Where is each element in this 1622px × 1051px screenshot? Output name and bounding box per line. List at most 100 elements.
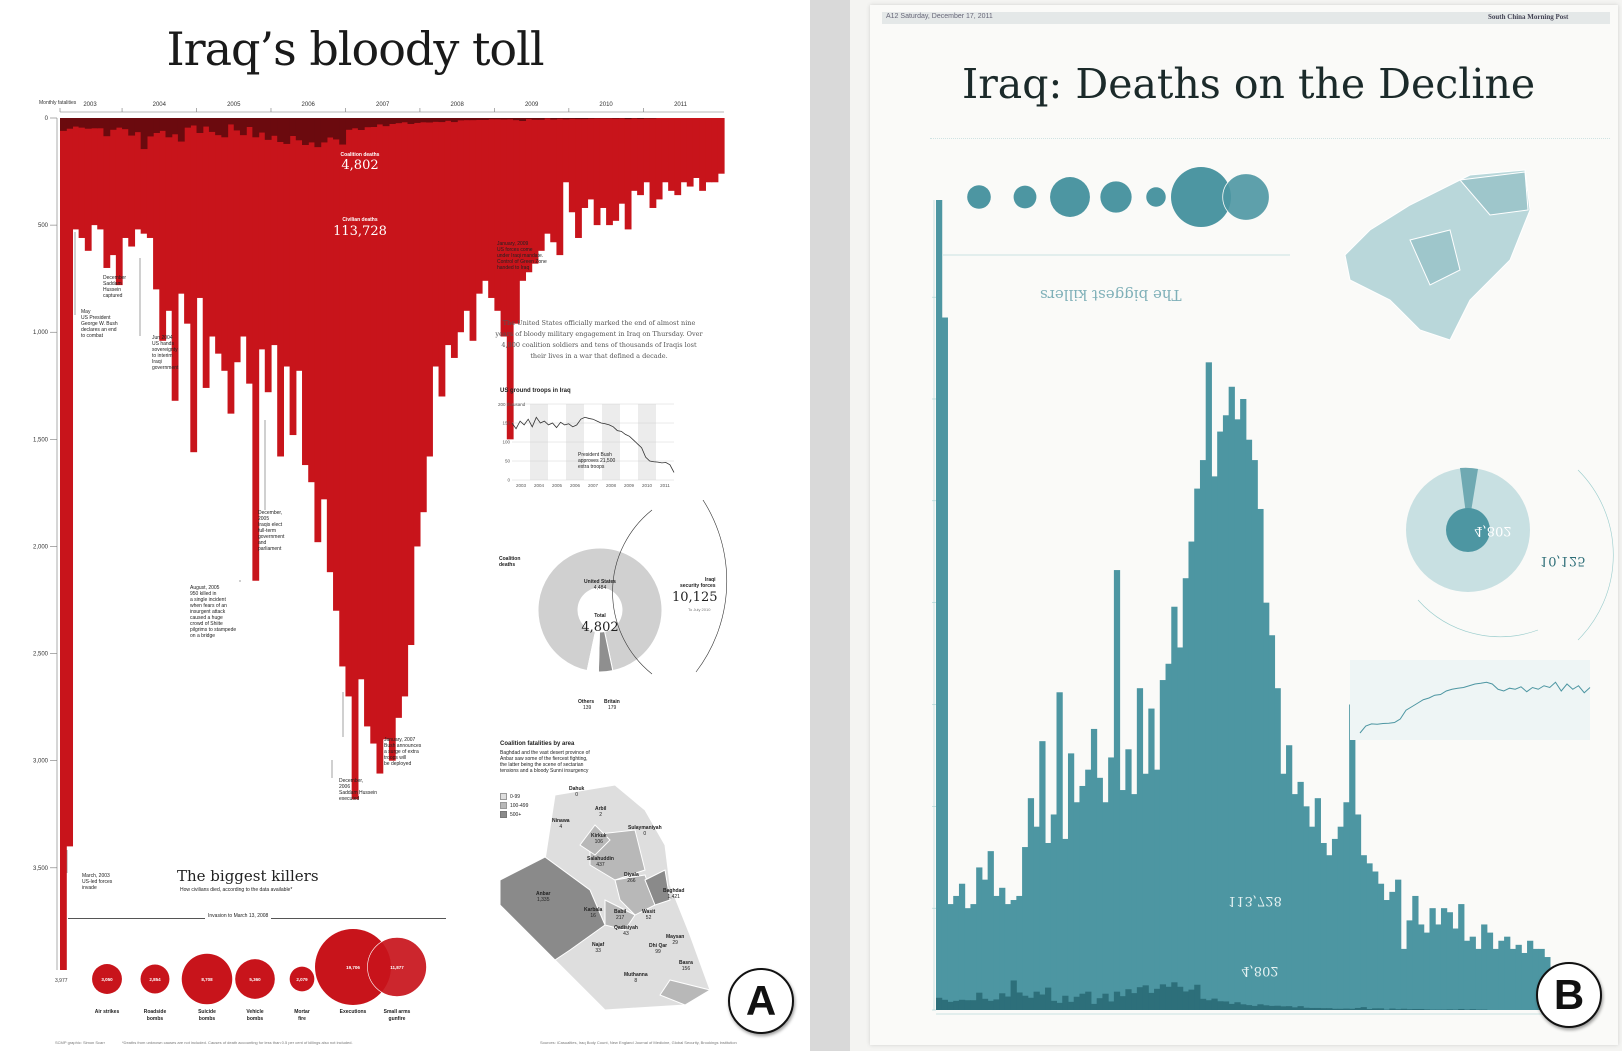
legend-label-mid: 100-499 [510, 802, 529, 809]
civilian-bar [78, 118, 86, 238]
y-min-label: 3,977 [55, 978, 68, 984]
coalition-bar [109, 118, 117, 130]
b-coalition-bar [1171, 982, 1178, 1010]
b-civilian-bar [1004, 904, 1012, 1010]
b-civilian-bar [1240, 398, 1247, 1010]
killer-label: Roadside [144, 1009, 167, 1015]
b-coalition-bar [1291, 1007, 1299, 1010]
civilian-bar [513, 118, 520, 324]
coalition-bar [153, 118, 160, 133]
b-coalition-bar [1090, 1003, 1098, 1010]
coalition-bar [339, 118, 347, 145]
b-coalition-bar [1165, 986, 1172, 1010]
civilian-bar [115, 118, 123, 286]
coalition-bar [556, 118, 564, 119]
killers-range-label: Invasion to March 13, 2008 [205, 913, 272, 919]
b-civilian-bar [999, 887, 1006, 1010]
b-civilian-bar [1194, 488, 1201, 1011]
b-civilian-bar [976, 867, 983, 1010]
annotation-jan-2007: January, 2007 Bush announces a surge of … [384, 737, 422, 767]
killer-bubble [92, 964, 122, 994]
newspaper-date: A12 Saturday, December 17, 2011 [886, 13, 993, 20]
map-title: Coalition fatalities by area [500, 741, 575, 747]
b-coalition-bar [1343, 1008, 1350, 1010]
b-civilian-bar [947, 904, 954, 1010]
b-donut-value: 4,802 [1474, 523, 1512, 538]
civilian-bar [525, 118, 533, 273]
civilian-bar [388, 118, 396, 761]
civilian-bar [376, 118, 384, 774]
b-civilian-bar [953, 895, 960, 1010]
coalition-bar [258, 118, 266, 133]
b-coalition-bar [1251, 1005, 1258, 1010]
b-civilian-bar [1429, 908, 1436, 1010]
civilian-bar [270, 118, 278, 346]
b-civilian-bar [1286, 745, 1293, 1010]
killer-label: Vehicle [246, 1009, 263, 1015]
civilian-bar [190, 118, 198, 453]
b-civilian-bar [1188, 541, 1195, 1010]
coalition-bar [376, 118, 384, 125]
b-donut-slice [1460, 467, 1478, 530]
b-coalition-bar [1194, 984, 1201, 1010]
b-coalition-bar [1228, 1003, 1235, 1010]
troops-y-tick: 0 [507, 478, 510, 483]
b-coalition-bar [1372, 1008, 1379, 1010]
coalition-deaths-value: 4,802 [341, 158, 379, 173]
b-coalition-bar [964, 1000, 971, 1010]
coalition-bar [388, 118, 396, 124]
map-region-label: Karbala 16 [584, 907, 603, 919]
b-coalition-bar [1446, 1009, 1453, 1010]
b-civilian-bar [1291, 794, 1299, 1010]
civilian-bar [382, 118, 390, 740]
b-coalition-bar [999, 993, 1006, 1010]
coalition-bar [326, 118, 334, 138]
b-civilian-bar [1435, 924, 1442, 1010]
b-coalition-bar [1337, 1008, 1344, 1010]
coalition-bar [97, 118, 105, 129]
map-region-label: Najaf 33 [592, 942, 605, 954]
coalition-bar [500, 118, 508, 120]
b-civilian-bar [1245, 439, 1253, 1010]
killer-label: bombs [199, 1016, 216, 1022]
civilian-bar [103, 118, 111, 268]
b-coalition-bar [1268, 1005, 1276, 1010]
coalition-bar [159, 118, 167, 131]
b-coalition-bar [1406, 1009, 1413, 1010]
coalition-bar [419, 118, 427, 123]
b-killer-bubble [1171, 167, 1231, 227]
civilian-bar [153, 118, 160, 290]
b-civilian-bar [964, 908, 971, 1010]
x-tick-label: 2006 [302, 102, 316, 108]
killer-bubble [289, 966, 315, 992]
coalition-bar [277, 118, 285, 142]
b-civilian-bar [1050, 814, 1058, 1010]
coalition-bar [333, 118, 340, 140]
civilian-bar [239, 118, 247, 337]
iraqi-forces-arc [612, 509, 653, 675]
b-coalition-bar [947, 1001, 954, 1010]
b-civilian-bar [1067, 753, 1075, 1010]
civilian-bar [587, 118, 595, 200]
b-coalition-bar [1280, 1006, 1287, 1010]
coalition-bar [302, 118, 309, 145]
civilian-bar [140, 118, 148, 234]
coalition-deaths-label: Coalition deaths [340, 152, 380, 158]
b-civilian-bar [1113, 570, 1121, 1010]
footer-sources: Sources: iCasualties, Iraq Body Count, N… [540, 1040, 737, 1045]
civilian-bar [649, 118, 657, 208]
civilian-bar [419, 118, 427, 513]
civilian-bar [215, 118, 222, 354]
b-coalition-bar [1217, 1001, 1224, 1010]
coalition-bar [450, 118, 458, 123]
b-coalition-bar [958, 999, 966, 1010]
civilian-bar [674, 118, 682, 196]
legend-label-high: 500+ [510, 811, 522, 818]
donut-us-value: 4,484 [593, 585, 607, 591]
coalition-bar [351, 118, 359, 129]
b-coalition-bar [1331, 1008, 1339, 1010]
b-coalition-bar [1360, 1007, 1367, 1010]
b-civilian-bar [1182, 578, 1189, 1010]
b-coalition-bar [1085, 991, 1092, 1010]
b-coalition-bar [1400, 1008, 1408, 1010]
